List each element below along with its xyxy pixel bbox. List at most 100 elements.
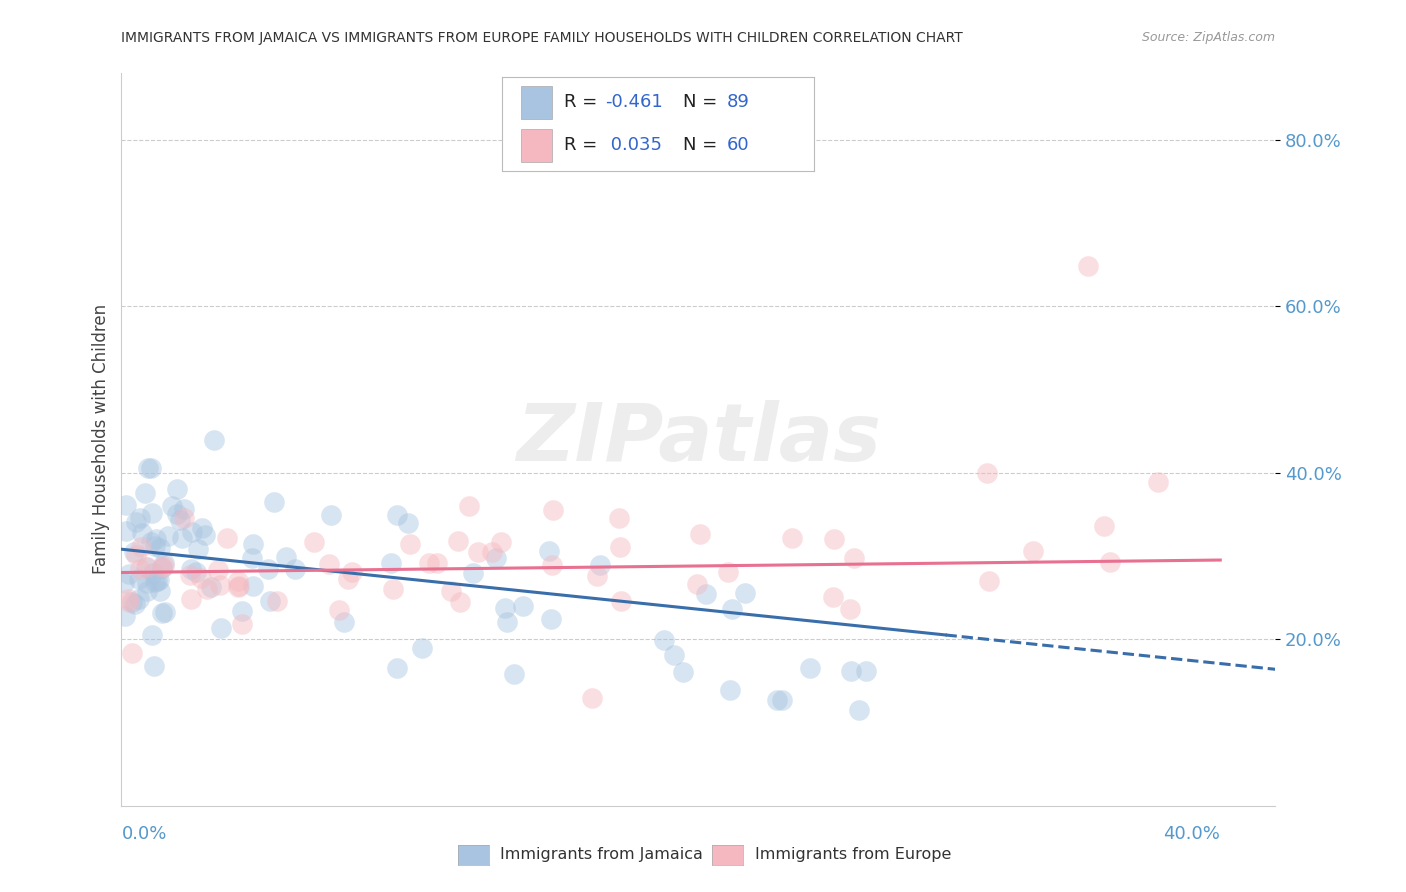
Point	[976, 466, 998, 480]
Point	[217, 531, 239, 545]
Point	[112, 575, 135, 590]
Point	[180, 592, 202, 607]
Point	[195, 582, 218, 596]
Point	[821, 590, 844, 604]
Point	[135, 560, 157, 574]
Point	[458, 499, 481, 513]
Point	[257, 562, 280, 576]
Point	[114, 524, 136, 539]
Point	[166, 507, 188, 521]
Point	[1147, 475, 1170, 489]
Point	[117, 591, 139, 606]
Bar	[520, 129, 553, 161]
Point	[136, 460, 159, 475]
Point	[581, 690, 603, 705]
Point	[242, 537, 264, 551]
Point	[496, 615, 519, 629]
Point	[461, 566, 484, 581]
Point	[494, 601, 516, 615]
Point	[385, 508, 408, 522]
Point	[150, 560, 173, 574]
Point	[226, 574, 249, 588]
Text: Immigrants from Jamaica: Immigrants from Jamaica	[501, 847, 703, 863]
Point	[609, 594, 631, 608]
Text: -0.461: -0.461	[605, 94, 662, 112]
Point	[166, 482, 188, 496]
Point	[139, 461, 162, 475]
Point	[187, 542, 209, 557]
Point	[385, 661, 408, 675]
Point	[734, 586, 756, 600]
Point	[148, 541, 170, 555]
Point	[588, 558, 610, 572]
Text: R =: R =	[564, 136, 603, 154]
Text: R =: R =	[564, 94, 603, 112]
Point	[512, 599, 534, 614]
Point	[263, 494, 285, 508]
Point	[541, 558, 564, 572]
Point	[838, 601, 860, 615]
Point	[336, 572, 359, 586]
Text: 0.035: 0.035	[605, 136, 662, 154]
Point	[662, 648, 685, 662]
Point	[148, 574, 170, 588]
Point	[209, 621, 232, 635]
Point	[304, 535, 326, 549]
Text: 89: 89	[727, 94, 749, 112]
Point	[136, 583, 159, 598]
Point	[118, 567, 141, 582]
Point	[340, 565, 363, 579]
Point	[481, 544, 503, 558]
Point	[124, 597, 146, 611]
Point	[153, 559, 176, 574]
Point	[181, 525, 204, 540]
Point	[129, 511, 152, 525]
Point	[228, 579, 250, 593]
Point	[134, 486, 156, 500]
Point	[141, 507, 163, 521]
Point	[780, 531, 803, 545]
Point	[1092, 518, 1115, 533]
Point	[180, 562, 202, 576]
Point	[418, 556, 440, 570]
Point	[841, 665, 863, 679]
Point	[717, 565, 740, 579]
Point	[135, 559, 157, 574]
Text: 0.0%: 0.0%	[121, 825, 167, 843]
Point	[160, 499, 183, 513]
Point	[396, 516, 419, 531]
Point	[855, 665, 877, 679]
Point	[447, 533, 470, 548]
Point	[146, 574, 169, 588]
Text: 60: 60	[727, 136, 749, 154]
Point	[381, 582, 404, 596]
Point	[607, 511, 630, 525]
Point	[114, 608, 136, 623]
Point	[153, 556, 176, 570]
Point	[149, 583, 172, 598]
Point	[145, 532, 167, 546]
Point	[129, 541, 152, 555]
Point	[150, 561, 173, 575]
Point	[1077, 259, 1099, 273]
Point	[259, 594, 281, 608]
Text: N =: N =	[683, 94, 723, 112]
Point	[799, 661, 821, 675]
Point	[231, 616, 253, 631]
Point	[540, 612, 562, 626]
Point	[179, 568, 201, 582]
Point	[411, 641, 433, 656]
Point	[426, 557, 449, 571]
Point	[333, 615, 356, 629]
Point	[207, 563, 229, 577]
Point	[135, 576, 157, 591]
Point	[770, 692, 793, 706]
Point	[121, 646, 143, 660]
Point	[122, 545, 145, 559]
Point	[848, 703, 870, 717]
Bar	[520, 86, 553, 119]
Point	[202, 433, 225, 447]
Point	[194, 528, 217, 542]
Point	[172, 531, 194, 545]
Point	[586, 569, 609, 583]
